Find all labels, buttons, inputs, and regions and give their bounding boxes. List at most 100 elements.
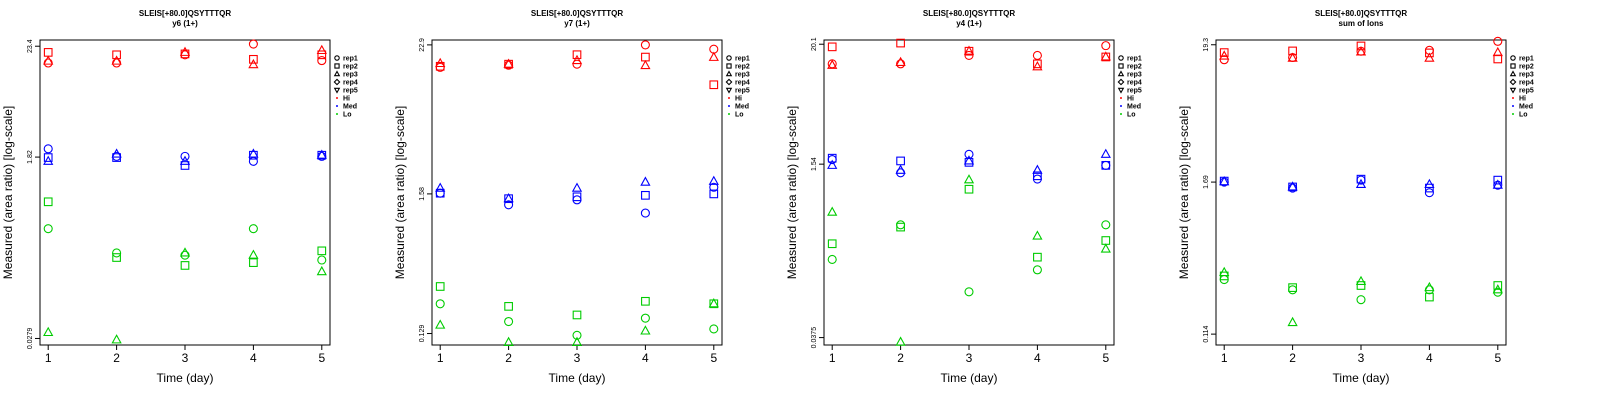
data-point [1287, 316, 1298, 327]
data-point [1219, 266, 1230, 277]
legend-marker [333, 70, 341, 77]
plot-frame [39, 39, 331, 346]
legend-label: Hi [343, 96, 350, 103]
data-point [112, 50, 121, 60]
x-tick-label: 3 [574, 351, 581, 365]
data-point [640, 325, 651, 335]
data-point [1424, 188, 1434, 198]
data-point [180, 261, 190, 270]
legend-label: Lo [1519, 112, 1528, 119]
data-point [1425, 183, 1434, 193]
legend-marker [1509, 78, 1517, 86]
data-point [112, 248, 122, 258]
data-point [895, 336, 906, 346]
data-point [435, 182, 446, 192]
data-point [504, 302, 513, 311]
legend-label: rep3 [1519, 72, 1534, 79]
data-point [1101, 220, 1111, 230]
legend-label: rep5 [735, 88, 750, 95]
data-point [180, 161, 190, 170]
x-tick-label: 3 [966, 351, 973, 365]
data-point [572, 59, 582, 69]
legend-marker [726, 63, 732, 69]
data-point [641, 52, 650, 62]
legend-label: rep2 [343, 64, 358, 71]
legend-marker [1510, 63, 1516, 69]
chart-title: SLEIS[+80.0]QSYTTTQR [139, 9, 231, 18]
data-point [572, 192, 582, 202]
legend-label: rep3 [343, 72, 358, 79]
chart-title: SLEIS[+80.0]QSYTTTQR [531, 9, 623, 18]
legend-marker [1117, 78, 1125, 86]
x-tick-label: 1 [45, 351, 52, 365]
legend-marker [334, 63, 340, 69]
data-point [640, 176, 651, 186]
data-point [111, 55, 122, 65]
y-tick-label: 1.69 [1203, 175, 1210, 189]
data-point [1424, 281, 1435, 292]
data-point [179, 46, 191, 56]
chart-title: SLEIS[+80.0]QSYTTTQR [923, 9, 1015, 18]
legend-marker [1510, 55, 1516, 61]
data-point [1032, 265, 1042, 275]
legend-marker [1512, 113, 1514, 115]
data-point [640, 208, 650, 218]
data-point [43, 144, 53, 154]
data-point [1101, 161, 1111, 170]
data-point [572, 195, 582, 205]
data-point [708, 175, 719, 185]
data-point [572, 330, 582, 340]
y-tick-label: 0.0375 [811, 327, 818, 349]
data-point [435, 282, 445, 291]
data-point [896, 38, 905, 48]
data-point [1101, 160, 1111, 170]
data-point [827, 59, 838, 69]
data-point [316, 265, 327, 276]
legend-marker [336, 105, 338, 107]
y-tick-label: 1.82 [27, 150, 34, 164]
data-point [1424, 52, 1435, 62]
legend-marker [1120, 113, 1122, 115]
data-point [1424, 178, 1435, 189]
legend-marker [336, 113, 338, 115]
legend-label: rep4 [1519, 80, 1534, 87]
data-point [1101, 236, 1111, 245]
legend-label: Lo [343, 112, 352, 119]
data-point [1492, 179, 1503, 189]
data-point [572, 50, 582, 60]
x-tick-label: 5 [1102, 351, 1109, 365]
legend-marker [726, 55, 732, 61]
data-point [896, 59, 906, 69]
y-axis-label: Measured (area ratio) [log-scale] [785, 106, 799, 279]
x-tick-label: 4 [250, 351, 257, 365]
data-point [640, 40, 650, 50]
legend-label: rep4 [735, 80, 750, 87]
data-point [1425, 48, 1434, 58]
data-point [641, 190, 650, 200]
chart-subtitle: y4 (1+) [956, 19, 982, 28]
legend-label: rep3 [1127, 72, 1142, 79]
data-point [316, 149, 327, 159]
data-point [1032, 164, 1043, 174]
y-tick-label: 22.9 [419, 38, 426, 52]
data-point [1493, 281, 1503, 290]
x-axis-label: Time (day) [157, 371, 214, 385]
data-point [43, 153, 53, 162]
data-point [179, 155, 191, 165]
data-point [708, 51, 719, 61]
data-point [1032, 174, 1042, 184]
data-point [248, 249, 259, 259]
legend-marker [728, 113, 730, 115]
legend-label: Hi [1127, 96, 1134, 103]
data-point [1032, 50, 1042, 61]
data-point [896, 156, 905, 166]
data-point [1356, 281, 1366, 290]
chart-subtitle: y7 (1+) [564, 19, 590, 28]
y-tick-label: 20.1 [811, 37, 818, 51]
data-point [963, 45, 975, 55]
data-point [708, 298, 719, 308]
legend-label: Med [1127, 104, 1141, 111]
y-tick-label: 19.3 [1203, 38, 1210, 52]
